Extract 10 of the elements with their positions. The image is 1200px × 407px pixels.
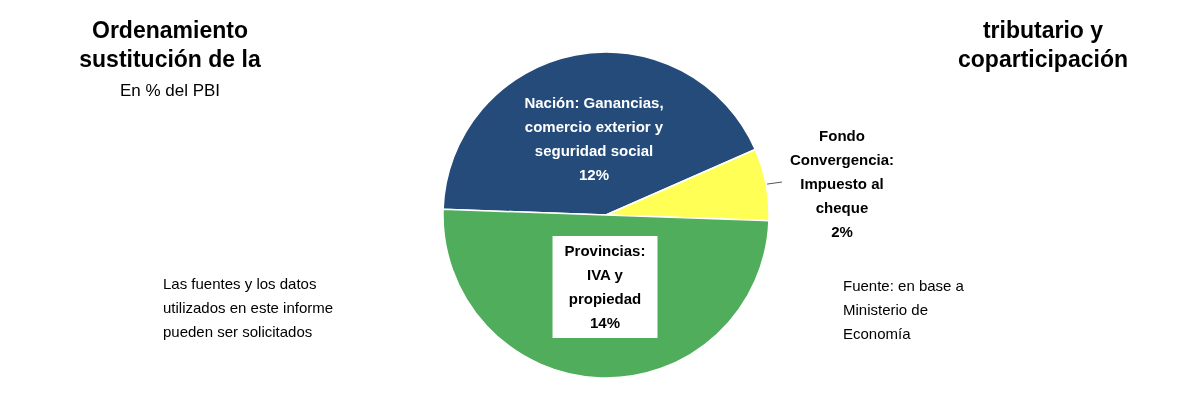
data-label: 2% [831, 223, 853, 240]
text: En % del PBI [119, 81, 221, 100]
chart-title: Ordenamiento tributario y sustitución de la coparticipación [79, 17, 1128, 72]
data-label: 14% [589, 314, 621, 331]
slice-label: Nación: Ganancias, comercio exterior y seguridad social [524, 94, 664, 159]
source-note: Fuente: en base a Ministerio de Economía [843, 277, 965, 342]
text: Las fuentes y los datos utilizados en este informe pueden ser solicitados [163, 275, 334, 340]
slice-label: Fondo Convergencia: Impuesto al cheque [789, 127, 895, 216]
data-label: 12% [578, 166, 610, 183]
slice-label: Provincias: IVA y propiedad [564, 242, 646, 307]
